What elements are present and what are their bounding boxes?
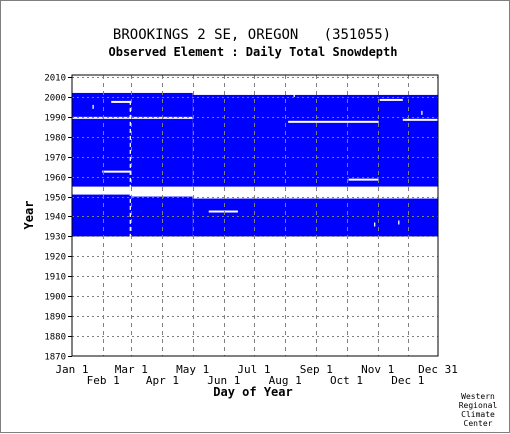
x-tick-label: Feb 1 <box>87 374 120 387</box>
x-tick-label: Dec 1 <box>391 374 424 387</box>
y-tick-label: 1950 <box>44 194 66 204</box>
x-tick-label: Jun 1 <box>207 374 240 387</box>
y-axis-label: Year <box>22 201 36 230</box>
x-tick-label: Dec 31 <box>418 363 458 376</box>
x-tick-label: Mar 1 <box>115 363 148 376</box>
missing-gap <box>192 194 438 199</box>
x-tick-label: Oct 1 <box>330 374 363 387</box>
y-tick-label: 1970 <box>44 154 66 164</box>
data-block <box>192 94 438 237</box>
x-tick-label: Jul 1 <box>237 363 270 376</box>
x-tick-label: Apr 1 <box>146 374 179 387</box>
x-tick-label: Aug 1 <box>269 374 302 387</box>
credit-line: Center <box>464 419 493 428</box>
missing-gap <box>102 170 132 173</box>
axis-layer: 1870 1880 1890 1900 1910 1920 1930 1940 1950 1960… <box>44 74 458 388</box>
data-block <box>72 92 193 237</box>
missing-gap <box>208 210 238 213</box>
credit-line: Western <box>461 392 495 401</box>
missing-gap <box>288 120 379 123</box>
chart-subtitle: Observed Element : Daily Total Snowdepth <box>109 45 398 59</box>
grid-layer <box>72 75 438 356</box>
missing-gap <box>379 98 403 101</box>
plot-area <box>71 74 439 357</box>
x-tick-label: Sep 1 <box>300 363 333 376</box>
y-tick-label: 1930 <box>44 233 66 243</box>
credit-line: Climate <box>461 410 495 419</box>
y-tick-label: 1910 <box>44 273 66 283</box>
y-tick-label: 2010 <box>44 74 66 84</box>
missing-gap <box>402 118 438 121</box>
y-tick-label: 1980 <box>44 134 66 144</box>
y-tick-label: 1960 <box>44 174 66 184</box>
y-tick-label: 1880 <box>44 333 66 343</box>
y-tick-label: 1870 <box>44 353 66 363</box>
x-tick-label: Nov 1 <box>361 363 394 376</box>
x-tick-label: Jan 1 <box>55 363 88 376</box>
y-tick-label: 1890 <box>44 313 66 323</box>
y-tick-label: 2000 <box>44 94 66 104</box>
credit-line: Regional <box>459 401 498 410</box>
y-tick-label: 1990 <box>44 114 66 124</box>
missing-gap <box>348 178 379 181</box>
chart-title: BROOKINGS 2 SE, OREGON (351055) <box>113 27 391 43</box>
x-axis-label: Day of Year <box>213 385 292 399</box>
y-tick-label: 1940 <box>44 213 66 223</box>
y-tick-label: 1900 <box>44 293 66 303</box>
credit-block: Western Regional Climate Center <box>459 392 498 428</box>
missing-gap <box>111 100 132 103</box>
y-tick-label: 1920 <box>44 253 66 263</box>
x-tick-label: May 1 <box>176 363 209 376</box>
